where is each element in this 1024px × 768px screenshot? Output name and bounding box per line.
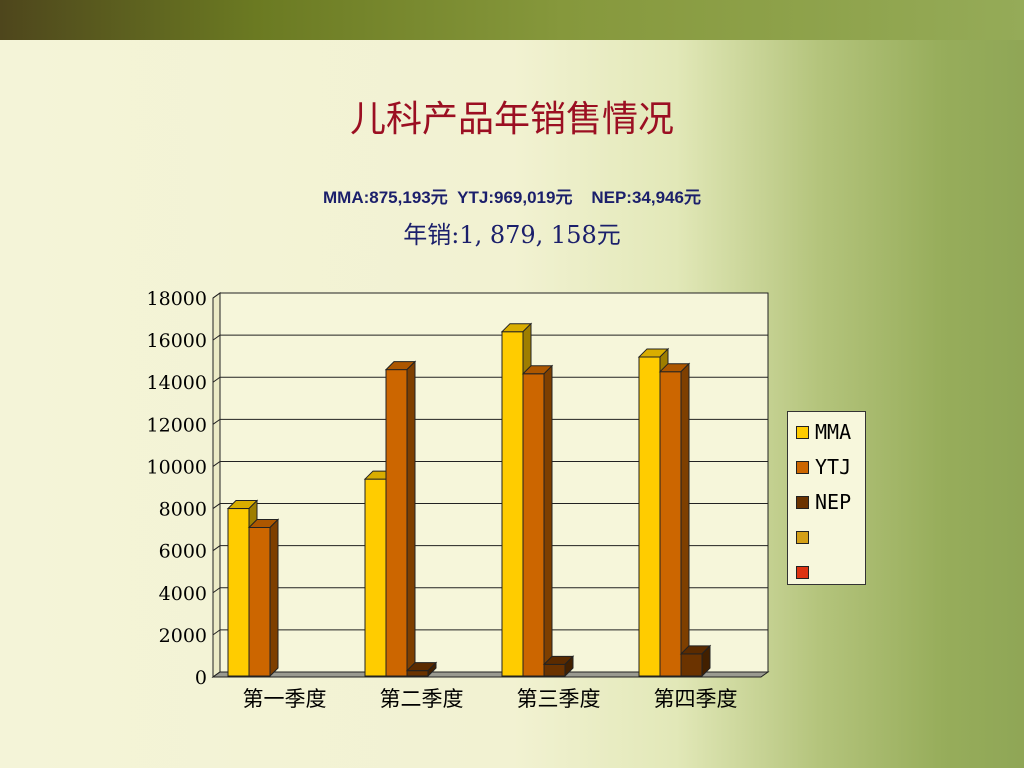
y-tick-label: 16000 [147, 330, 207, 352]
y-tick-label: 18000 [147, 288, 207, 310]
bar-front [248, 527, 271, 677]
bar-side [406, 360, 416, 678]
bar-front [227, 508, 250, 677]
gridline [212, 545, 768, 552]
bar-front [501, 331, 524, 677]
legend-swatch [796, 425, 809, 439]
x-tick-label: 第三季度 [517, 687, 601, 711]
bar-front [638, 356, 661, 677]
y-tick-label: 12000 [147, 414, 207, 436]
bar-side [564, 655, 574, 678]
bar-front [522, 373, 545, 677]
y-tick-label: 0 [195, 667, 207, 689]
legend-swatch [796, 565, 809, 579]
legend-swatch [796, 495, 809, 509]
gridline [212, 587, 768, 594]
bar-side [680, 362, 690, 678]
plot-side-wall [212, 292, 221, 678]
bar-front [659, 371, 682, 677]
y-tick-label: 8000 [159, 499, 207, 521]
y-tick-label: 14000 [147, 372, 207, 394]
legend-item: NEP [796, 491, 851, 513]
legend-item: MMA [796, 421, 851, 443]
sales-subtitle: MMA:875,193元 YTJ:969,019元 NEP:34,946元 [323, 188, 701, 207]
legend-label: MMA [815, 420, 852, 444]
legend-swatch [796, 530, 809, 544]
bar-front [364, 478, 387, 677]
gridline [212, 334, 768, 341]
legend-item [796, 526, 815, 548]
gridline [212, 376, 768, 383]
bar-front [680, 653, 703, 677]
x-tick-label: 第四季度 [654, 687, 738, 711]
plot-floor [211, 671, 770, 678]
gridline [212, 418, 768, 425]
chart-legend: MMA YTJ NEP [787, 411, 866, 585]
legend-label: YTJ [815, 455, 852, 479]
bar-side [427, 661, 437, 678]
x-tick-label: 第一季度 [243, 687, 327, 711]
y-tick-label: 10000 [147, 456, 207, 478]
annual-total: 年销:1, 879, 158元 [403, 221, 621, 249]
y-tick-label: 4000 [159, 583, 207, 605]
gridline [212, 460, 768, 467]
slide-title: 儿科产品年销售情况 [349, 99, 674, 140]
bar-front [543, 663, 566, 677]
bar-side [269, 518, 279, 678]
gridline [212, 292, 768, 299]
x-tick-label: 第二季度 [380, 687, 464, 711]
gridline [212, 503, 768, 509]
bar-side [543, 364, 553, 678]
top-banner [0, 0, 1024, 40]
bar-side [701, 644, 711, 678]
bar-front [406, 670, 429, 677]
y-tick-label: 6000 [159, 541, 207, 563]
legend-label: NEP [815, 490, 852, 514]
y-tick-label: 2000 [159, 625, 207, 647]
legend-item: YTJ [796, 456, 851, 478]
gridline [212, 629, 768, 636]
legend-swatch [796, 460, 809, 474]
bar-front [385, 369, 408, 677]
legend-item [796, 561, 815, 583]
